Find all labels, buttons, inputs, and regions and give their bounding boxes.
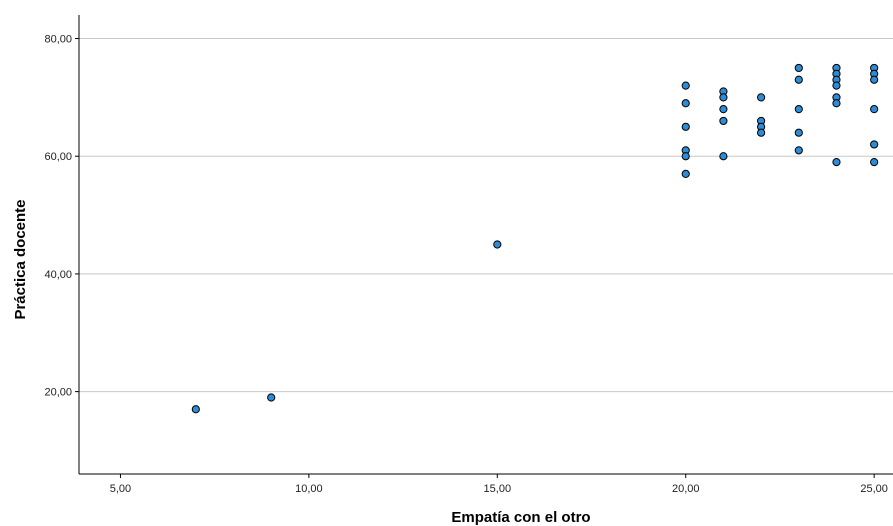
data-point <box>719 105 728 114</box>
data-point <box>493 240 502 249</box>
y-tick-label: 20,00 <box>44 387 72 399</box>
data-point <box>191 405 200 414</box>
data-point <box>719 116 728 126</box>
y-axis-title: Práctica docente <box>12 199 29 319</box>
x-tick-label: 20,00 <box>672 483 700 495</box>
data-point <box>267 393 276 402</box>
data-point <box>681 81 690 90</box>
data-point <box>681 169 690 178</box>
data-points <box>191 63 879 414</box>
y-axis-ticks: 20,00 40,00 60,00 80,00 <box>44 34 79 399</box>
y-tick-label: 40,00 <box>44 269 72 281</box>
data-point <box>794 75 803 84</box>
data-point <box>681 99 690 108</box>
data-point <box>757 93 766 102</box>
data-point <box>870 105 879 114</box>
x-tick-label: 10,00 <box>295 483 323 495</box>
data-point <box>757 128 766 137</box>
data-point <box>719 152 728 161</box>
data-point <box>870 158 879 167</box>
y-tick-label: 80,00 <box>44 34 72 46</box>
grid-lines <box>79 38 893 393</box>
data-point <box>832 158 841 167</box>
y-tick-label: 60,00 <box>44 151 72 163</box>
x-tick-label: 5,00 <box>110 483 131 495</box>
data-point <box>681 152 690 161</box>
data-point <box>794 128 803 137</box>
data-point <box>719 93 728 102</box>
data-point <box>832 81 841 90</box>
data-point <box>794 146 803 155</box>
data-point <box>681 122 690 131</box>
data-point <box>832 99 841 108</box>
data-point <box>870 75 879 84</box>
data-point <box>794 63 803 73</box>
x-tick-label: 25,00 <box>860 483 888 495</box>
data-point <box>794 105 803 114</box>
x-axis-ticks: 5,00 10,00 15,00 20,00 25,00 <box>110 474 888 495</box>
x-tick-label: 15,00 <box>484 483 512 495</box>
x-axis-title: Empatía con el otro <box>451 509 590 526</box>
data-point <box>870 140 879 149</box>
